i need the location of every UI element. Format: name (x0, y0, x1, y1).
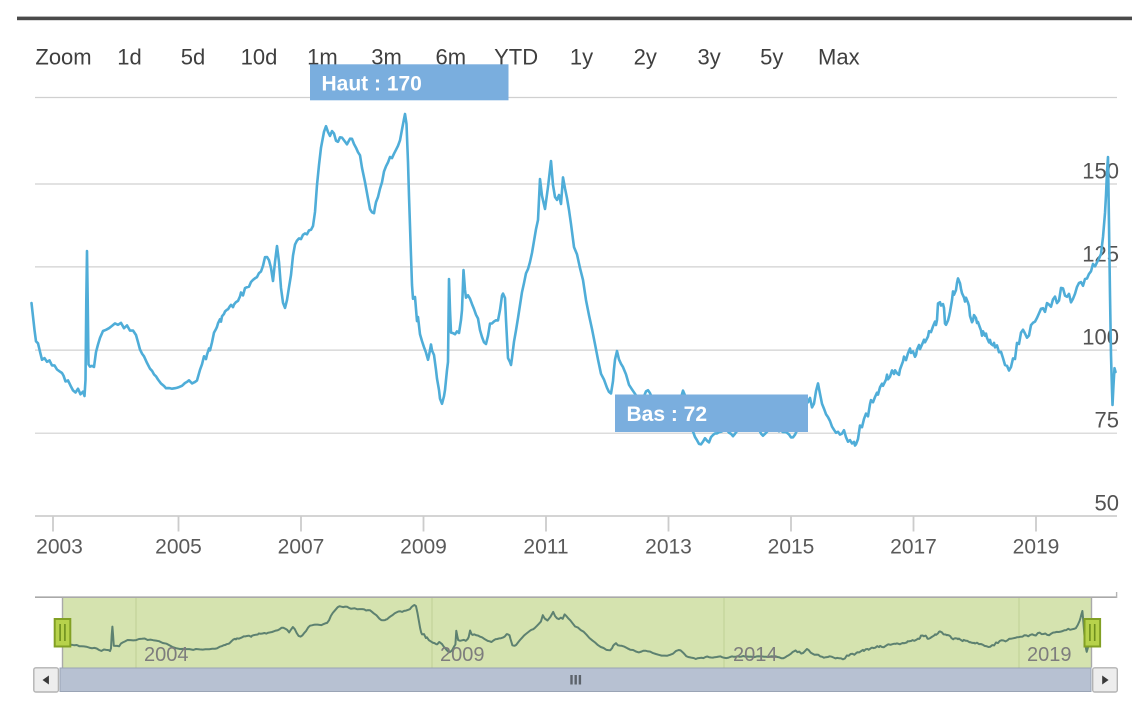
svg-text:2009: 2009 (440, 644, 485, 666)
svg-text:2005: 2005 (155, 536, 202, 559)
svg-text:5d: 5d (181, 45, 205, 70)
svg-text:5y: 5y (760, 45, 783, 70)
svg-text:150: 150 (1082, 159, 1119, 184)
svg-text:Haut : 170: Haut : 170 (322, 73, 422, 96)
svg-text:50: 50 (1095, 491, 1119, 516)
svg-text:Zoom: Zoom (35, 45, 91, 70)
svg-text:10d: 10d (241, 45, 278, 70)
svg-text:2004: 2004 (144, 644, 189, 666)
svg-text:2003: 2003 (36, 536, 83, 559)
svg-text:2019: 2019 (1013, 536, 1060, 559)
svg-text:2015: 2015 (768, 536, 815, 559)
svg-text:2019: 2019 (1027, 644, 1072, 666)
svg-text:3y: 3y (697, 45, 720, 70)
svg-text:1y: 1y (570, 45, 593, 70)
svg-text:2009: 2009 (400, 536, 447, 559)
svg-text:2y: 2y (634, 45, 657, 70)
svg-text:2007: 2007 (278, 536, 325, 559)
svg-text:1d: 1d (117, 45, 141, 70)
svg-text:2013: 2013 (645, 536, 692, 559)
svg-text:2011: 2011 (523, 536, 568, 559)
svg-text:75: 75 (1095, 408, 1119, 433)
svg-text:100: 100 (1082, 325, 1119, 350)
svg-text:Bas : 72: Bas : 72 (627, 403, 708, 426)
svg-text:2014: 2014 (733, 644, 778, 666)
svg-text:2017: 2017 (890, 536, 937, 559)
svg-text:Max: Max (818, 45, 860, 70)
